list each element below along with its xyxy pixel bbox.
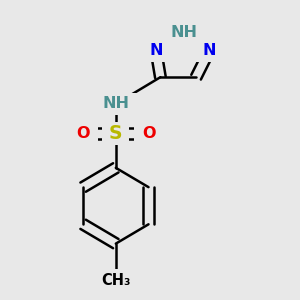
Text: O: O <box>76 126 90 141</box>
FancyBboxPatch shape <box>162 21 206 44</box>
FancyBboxPatch shape <box>140 39 172 62</box>
Text: O: O <box>142 126 155 141</box>
FancyBboxPatch shape <box>89 269 142 292</box>
FancyBboxPatch shape <box>68 122 98 145</box>
FancyBboxPatch shape <box>193 39 226 62</box>
Text: S: S <box>109 124 123 143</box>
Text: CH₃: CH₃ <box>101 273 130 288</box>
Text: NH: NH <box>102 96 129 111</box>
Text: NH: NH <box>171 25 198 40</box>
FancyBboxPatch shape <box>134 122 164 145</box>
FancyBboxPatch shape <box>94 93 138 115</box>
Text: N: N <box>149 43 163 58</box>
Text: N: N <box>203 43 216 58</box>
FancyBboxPatch shape <box>102 122 129 145</box>
